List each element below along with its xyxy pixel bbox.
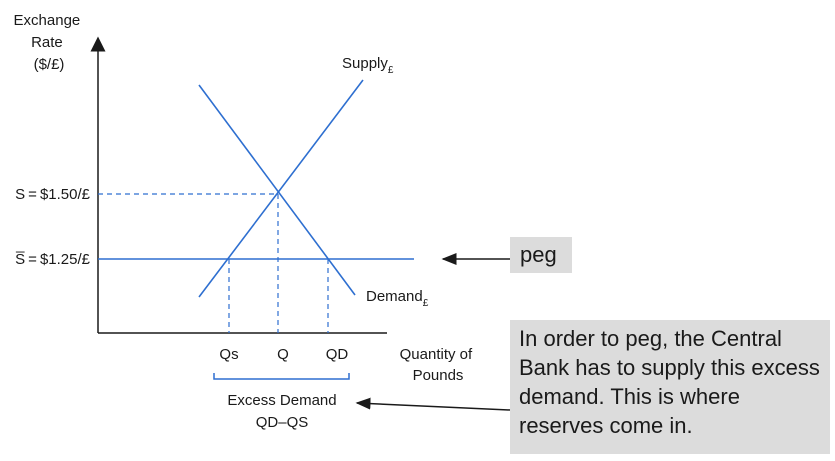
peg-price-label: S̅ = $1.25/£ (15, 251, 90, 268)
central-bank-note: In order to peg, the Central Bank has to… (510, 320, 830, 454)
peg-callout: peg (510, 237, 572, 273)
q-label: Q (277, 346, 289, 363)
x-axis-label: Quantity of Pounds (400, 346, 477, 384)
supply-label: Supply£ (342, 55, 394, 76)
excess-demand-label: Excess Demand (227, 392, 336, 409)
note-arrow (355, 397, 511, 411)
demand-label: Demand£ (366, 288, 429, 309)
demand-curve (198, 84, 356, 296)
excess-demand-bracket (213, 373, 350, 380)
y-axis-label: Exchange Rate ($/£) (14, 12, 85, 73)
equilibrium-price-label: S = $1.50/£ (15, 186, 90, 203)
supply-curve (198, 79, 364, 298)
qd-label: QD (326, 346, 349, 363)
excess-demand-formula: QD–QS (256, 414, 309, 431)
qs-label: Qs (219, 346, 238, 363)
